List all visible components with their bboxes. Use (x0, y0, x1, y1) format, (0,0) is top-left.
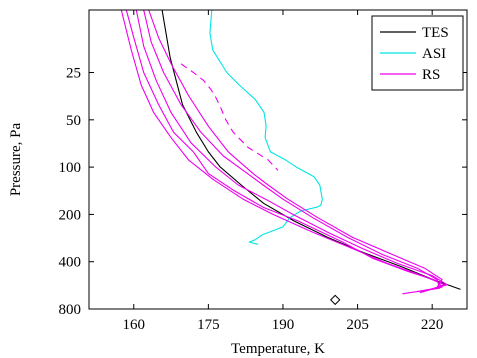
y-tick-label: 100 (59, 160, 82, 176)
y-tick-label: 400 (59, 255, 82, 271)
plot-frame (88, 9, 468, 310)
series-line-rs-profile-5 (143, 10, 441, 295)
x-tick-label: 205 (346, 317, 369, 333)
x-tick-label: 160 (123, 317, 146, 333)
legend-label-asi: ASI (422, 46, 446, 62)
series-layer (120, 10, 461, 295)
y-tick-label: 800 (59, 302, 82, 318)
marker-layer (329, 294, 341, 306)
y-tick-label: 50 (66, 113, 81, 129)
y-axis-label: Pressure, Pa (8, 122, 24, 196)
diamond-marker (329, 294, 341, 306)
x-tick-label: 175 (197, 317, 220, 333)
x-tick-label: 220 (421, 317, 444, 333)
series-line-rs-profile-3 (120, 10, 446, 292)
y-tick-label: 200 (59, 207, 82, 223)
series-line-rs-profile-6 (148, 10, 443, 288)
ticks-layer: 160 175 190 205 220 25 50 100 200 400 800 (59, 10, 467, 333)
x-tick-label: 190 (272, 317, 295, 333)
legend: TES ASI RS (371, 15, 464, 91)
legend-items: TES ASI RS (380, 25, 449, 83)
series-line-asi (209, 10, 323, 245)
legend-label-tes: TES (422, 25, 449, 41)
x-axis-label: Temperature, K (231, 341, 325, 357)
y-tick-label: 25 (66, 66, 81, 82)
legend-label-rs: RS (422, 67, 440, 83)
series-line-rs-profile-4 (135, 10, 448, 294)
series-line-rs-profile-7 (180, 63, 279, 171)
